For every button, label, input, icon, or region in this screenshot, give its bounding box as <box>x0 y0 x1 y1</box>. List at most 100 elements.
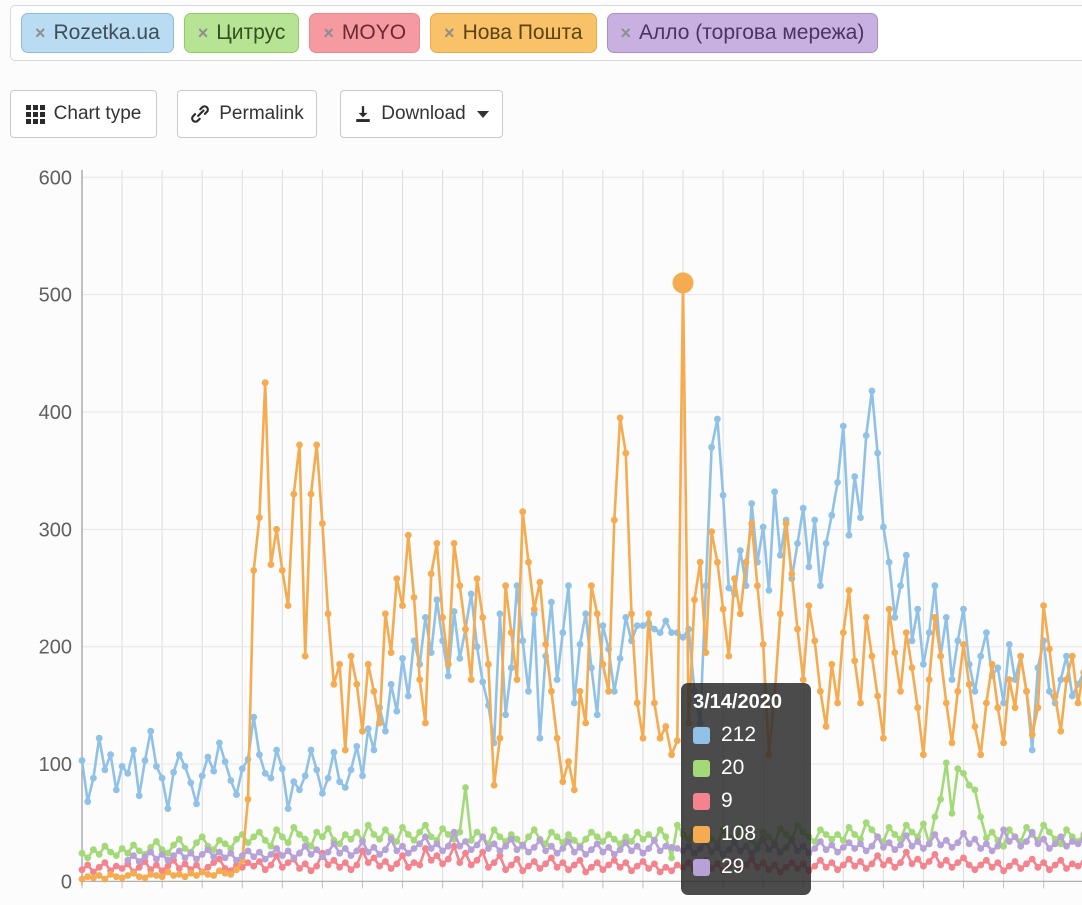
data-point[interactable] <box>948 844 956 851</box>
data-point[interactable] <box>948 739 956 747</box>
data-point[interactable] <box>502 842 509 850</box>
data-point[interactable] <box>994 664 1002 672</box>
data-point[interactable] <box>559 845 567 852</box>
data-point[interactable] <box>1063 865 1070 872</box>
data-point[interactable] <box>353 743 361 750</box>
data-point[interactable] <box>851 862 859 870</box>
data-point[interactable] <box>645 865 653 872</box>
data-point[interactable] <box>610 851 618 858</box>
data-point[interactable] <box>278 833 286 841</box>
data-point[interactable] <box>799 504 807 512</box>
data-point[interactable] <box>250 833 258 841</box>
data-point[interactable] <box>696 558 704 566</box>
data-point[interactable] <box>479 848 487 856</box>
data-point[interactable] <box>490 781 498 789</box>
data-point[interactable] <box>1005 838 1013 845</box>
remove-chip-icon[interactable]: × <box>197 23 209 43</box>
data-point[interactable] <box>301 835 309 843</box>
data-point[interactable] <box>450 828 458 836</box>
data-point[interactable] <box>422 821 429 829</box>
data-point[interactable] <box>599 660 607 668</box>
data-point[interactable] <box>101 842 109 850</box>
data-point[interactable] <box>942 699 950 707</box>
data-point[interactable] <box>238 852 246 859</box>
data-point[interactable] <box>124 849 132 857</box>
data-point[interactable] <box>828 859 836 866</box>
data-point[interactable] <box>422 719 429 727</box>
data-point[interactable] <box>633 862 641 870</box>
data-point[interactable] <box>393 575 401 582</box>
data-point[interactable] <box>954 859 962 866</box>
data-point[interactable] <box>983 699 990 707</box>
data-point[interactable] <box>622 833 630 841</box>
data-point[interactable] <box>353 847 361 855</box>
data-point[interactable] <box>857 858 864 865</box>
data-point[interactable] <box>319 520 326 527</box>
data-point[interactable] <box>925 858 933 865</box>
data-point[interactable] <box>307 842 315 850</box>
data-point[interactable] <box>135 847 143 855</box>
data-point[interactable] <box>902 848 910 856</box>
data-point[interactable] <box>656 868 664 876</box>
data-point[interactable] <box>1063 826 1070 834</box>
data-point[interactable] <box>267 842 275 850</box>
data-point[interactable] <box>971 835 979 843</box>
data-point[interactable] <box>95 872 103 879</box>
data-point[interactable] <box>244 839 252 847</box>
data-point[interactable] <box>668 751 675 759</box>
data-point[interactable] <box>633 699 641 707</box>
data-point[interactable] <box>725 652 733 660</box>
data-point[interactable] <box>147 848 155 856</box>
data-point[interactable] <box>868 652 876 660</box>
data-point[interactable] <box>702 649 710 656</box>
data-point[interactable] <box>633 842 641 850</box>
data-point[interactable] <box>954 765 962 773</box>
data-point[interactable] <box>954 687 962 695</box>
data-point[interactable] <box>628 610 635 618</box>
data-point[interactable] <box>341 831 349 838</box>
data-point[interactable] <box>410 836 418 844</box>
data-point[interactable] <box>95 734 103 742</box>
data-point[interactable] <box>296 441 303 449</box>
data-point[interactable] <box>164 868 172 876</box>
data-point[interactable] <box>897 582 904 590</box>
data-point[interactable] <box>1000 699 1007 707</box>
data-point[interactable] <box>942 856 950 864</box>
data-point[interactable] <box>393 860 401 868</box>
data-point[interactable] <box>656 826 664 834</box>
data-point[interactable] <box>965 680 973 688</box>
data-point[interactable] <box>233 791 240 798</box>
data-point[interactable] <box>622 839 630 847</box>
data-point[interactable] <box>828 835 836 843</box>
data-point[interactable] <box>341 845 349 852</box>
data-point[interactable] <box>267 861 275 869</box>
data-point[interactable] <box>307 746 315 754</box>
data-point[interactable] <box>513 582 521 590</box>
data-point[interactable] <box>937 841 944 849</box>
data-point[interactable] <box>513 835 521 843</box>
data-point[interactable] <box>605 861 612 869</box>
data-point[interactable] <box>1063 652 1070 660</box>
data-point[interactable] <box>118 845 126 852</box>
data-point[interactable] <box>313 766 321 774</box>
data-point[interactable] <box>645 831 653 838</box>
data-point[interactable] <box>193 872 200 879</box>
data-point[interactable] <box>78 866 86 874</box>
data-point[interactable] <box>1046 866 1053 874</box>
data-point[interactable] <box>960 770 967 777</box>
data-point[interactable] <box>1074 699 1082 707</box>
data-point[interactable] <box>931 813 939 821</box>
data-point[interactable] <box>880 861 887 869</box>
data-point[interactable] <box>822 831 830 838</box>
data-point[interactable] <box>238 765 246 773</box>
data-point[interactable] <box>1028 828 1036 836</box>
data-point[interactable] <box>662 842 670 850</box>
data-point[interactable] <box>988 828 996 836</box>
data-point[interactable] <box>1017 865 1025 872</box>
data-point[interactable] <box>576 641 584 648</box>
data-point[interactable] <box>925 676 933 683</box>
data-point[interactable] <box>736 610 744 618</box>
data-point[interactable] <box>153 838 160 845</box>
data-point[interactable] <box>496 847 504 855</box>
data-point[interactable] <box>628 847 635 855</box>
